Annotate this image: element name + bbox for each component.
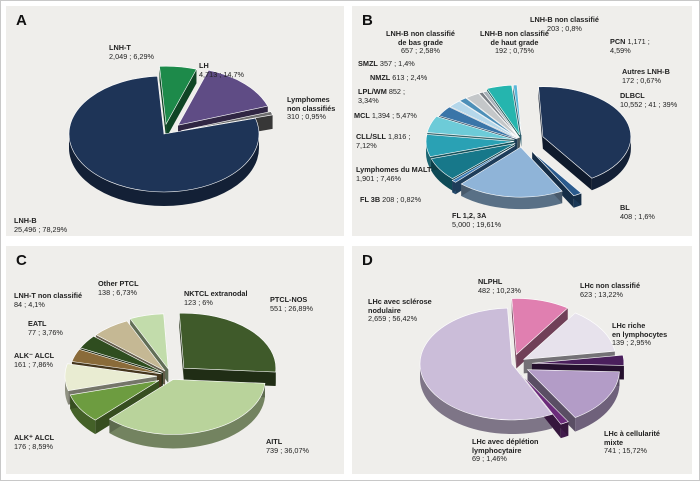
panel-c: C Other PTCL 138 ; 6,73% LNH-T non classi…: [6, 246, 344, 474]
slice-cut-bl: [532, 151, 574, 208]
slice-side-lnh-b: [69, 134, 259, 206]
slice-side-cll-sll: [426, 141, 431, 169]
label-autres-lnh-b: Autres LNH-B 172 ; 0,67%: [622, 67, 670, 85]
slice-lh: [177, 69, 269, 126]
slice-autres-lnh-b: [512, 84, 522, 135]
slice-side-dlbcl: [591, 136, 631, 191]
slice-alk-alcl: [64, 363, 158, 391]
slice-lpl-wm: [438, 106, 518, 140]
slice-lhc-riche-en-lymphocytes: [531, 354, 625, 366]
panel-letter-d: D: [362, 252, 373, 269]
panel-letter-b: B: [362, 12, 373, 29]
slice-side-fl-1-2-3a: [461, 183, 563, 210]
slice-ptcl-nos: [179, 312, 277, 373]
slice-cut-nlphl: [516, 308, 568, 369]
slice-cut-lhc-a-cellularite-mixte: [527, 369, 576, 432]
slice-fl-3b: [451, 145, 516, 183]
pie-chart-a: [68, 65, 274, 206]
slice-side-alk-alcl: [70, 394, 96, 435]
slice-lnh-t-non-classifie: [79, 335, 163, 373]
label-lnh-b: LNH-B 25,496 ; 78,29%: [14, 216, 68, 234]
label-alk-plus: ALK⁺ ALCL 176 ; 8,59%: [14, 433, 55, 451]
pie-chart-b: [425, 84, 632, 210]
panel-letter-a: A: [16, 12, 27, 29]
label-lhc-non-classifie: LHc non classifié 623 ; 13,22%: [580, 281, 641, 299]
label-pcn: PCN 1,171 ; 4,59%: [610, 37, 650, 55]
label-nktcl: NKTCL extranodal 123 ; 6%: [184, 289, 248, 307]
slice-lhc-avec-sclerose-nodulaire: [419, 307, 553, 421]
label-dlbcl: DLBCL 10,552 ; 41 ; 39%: [620, 91, 678, 109]
label-malt: Lymphomes du MALT 1,901 ; 7,46%: [356, 165, 432, 183]
slice-mcl: [426, 115, 515, 140]
slice-side-alk-alcl: [65, 376, 69, 405]
slice-lhc-avec-depletion-lymphocytaire: [520, 373, 569, 425]
slice-cut-dlbcl: [542, 136, 592, 191]
label-lh: LH 4,713 ; 14,7%: [199, 61, 245, 79]
slice-lhc-a-cellularite-mixte: [526, 369, 620, 418]
slice-bl: [532, 151, 582, 197]
label-bas-grade: LNH-B non classifié de bas grade 657 ; 2,5…: [386, 29, 455, 56]
label-other-ptcl: Other PTCL 138 ; 6,73%: [98, 279, 139, 297]
slice-side-aitl: [109, 383, 265, 449]
slice-lnh-t: [159, 65, 197, 126]
label-ptcl-nos: PTCL-NOS 551 ; 26,89%: [270, 295, 314, 313]
slice-eatl: [71, 348, 162, 375]
pie-chart-c: [64, 312, 277, 449]
slice-cut-lnh-t: [159, 66, 167, 139]
label-lpl-wm: LPL/WM 852 ; 3,34%: [358, 87, 406, 105]
slice-cut-lnh-t: [166, 69, 197, 139]
label-fl-123a: FL 1,2, 3A 5,000 ; 19,61%: [452, 211, 502, 229]
slice-lnh-b: [68, 75, 260, 193]
slice-lnh-b-non-classifie: [482, 90, 520, 138]
slice-dlbcl: [538, 86, 632, 179]
label-depletion-lymphocytaire: LHc avec déplétion lymphocytaire 69 ; 1,46…: [472, 437, 539, 464]
label-lnhb-non-classifie: LNH-B non classifié 203 ; 0,8%: [530, 15, 599, 33]
label-nlphl: NLPHL 482 ; 10,23%: [478, 277, 522, 295]
label-aitl: AITL 739 ; 36,07%: [266, 437, 310, 455]
label-bl: BL 408 ; 1,6%: [620, 203, 655, 221]
slice-lnh-b-non-classifie-de-bas-grade: [465, 93, 520, 139]
slice-side-lhc-a-cellularite-mixte: [575, 371, 620, 432]
label-lnh-t-non-classifie: LNH-T non classifié 84 ; 4,1%: [14, 291, 83, 309]
slice-cll-sll: [425, 134, 515, 157]
panel-b: B LNH-B non classifié 203 ; 0,8% LNH-B no…: [352, 6, 692, 236]
label-eatl: EATL 77 ; 3,76%: [28, 319, 63, 337]
slice-lymphomes-non-classifies: [181, 111, 274, 131]
label-mcl: MCL 1,394 ; 5,47%: [354, 111, 417, 120]
slice-nlphl: [511, 298, 569, 356]
slice-fl-1-2-3a: [460, 146, 563, 198]
slice-side-lhc-avec-sclerose-nodulaire: [420, 364, 553, 434]
label-smzl: SMZL 357 ; 1,4%: [358, 59, 415, 68]
label-alk-minus: ALK⁻ ALCL 161 ; 7,86%: [14, 351, 55, 369]
slice-aitl: [108, 379, 266, 435]
slice-alk-alcl: [69, 380, 160, 421]
panel-a: A LNH-T 2,049 ; 6,29% LH 4,713 ; 14,7% Lym…: [6, 6, 344, 236]
slice-pcn: [486, 84, 520, 136]
pie-chart-d: [419, 298, 625, 439]
slice-lymphomes-du-malt: [430, 143, 516, 179]
label-riche-lymphocytes: LHc riche en lymphocytes 139 ; 2,95%: [612, 321, 668, 348]
slice-nktcl-extranodal: [129, 313, 169, 370]
label-cll-sll: CLL/SLL 1,816 ; 7,12%: [356, 132, 411, 150]
label-cellularite-mixte: LHc à cellularité mixte 741 ; 15,72%: [604, 429, 660, 456]
label-lnh-t: LNH-T 2,049 ; 6,29%: [109, 43, 155, 61]
panel-d: D NLPHL 482 ; 10,23% LHc non classifié 623…: [352, 246, 692, 474]
slice-lhc-non-classifie: [522, 312, 616, 360]
slice-other-ptcl: [95, 320, 166, 372]
label-sclerose-nodulaire: LHc avec sclérose nodulaire 2,659 ; 56,42%: [368, 297, 432, 324]
slice-nmzl: [449, 100, 518, 139]
panel-letter-c: C: [16, 252, 27, 269]
label-haut-grade: LNH-B non classifié de haut grade 192 ; 0,…: [480, 29, 549, 56]
label-fl-3b: FL 3B 208 ; 0,82%: [360, 195, 422, 204]
label-nmzl: NMZL 613 ; 2,4%: [370, 73, 428, 82]
label-lymphomes-non-classifies: Lymphomes non classifiés 310 ; 0,95%: [287, 95, 336, 122]
slice-smzl: [459, 97, 519, 139]
